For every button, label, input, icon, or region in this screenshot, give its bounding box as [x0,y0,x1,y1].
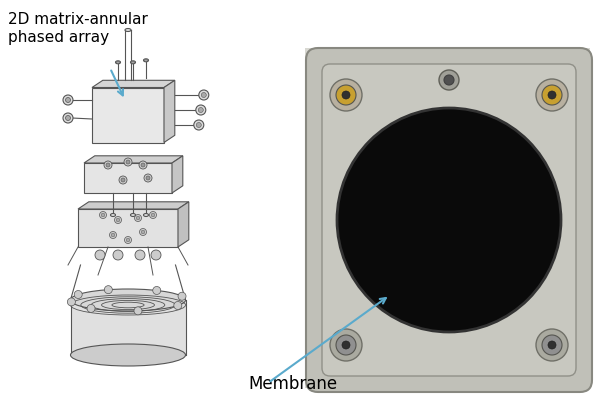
Polygon shape [84,163,172,193]
Text: phased array: phased array [8,30,109,45]
Polygon shape [78,202,189,209]
Circle shape [87,305,95,312]
Circle shape [95,250,105,260]
Circle shape [134,307,142,315]
Circle shape [153,286,161,294]
Circle shape [336,335,356,355]
Polygon shape [92,87,164,143]
Circle shape [146,176,150,180]
Circle shape [141,230,145,234]
Circle shape [536,79,568,111]
Circle shape [548,91,556,99]
Ellipse shape [143,59,149,62]
FancyBboxPatch shape [306,48,592,392]
Circle shape [196,105,206,115]
Circle shape [63,113,73,123]
Circle shape [536,329,568,361]
Circle shape [113,250,123,260]
Circle shape [151,213,155,217]
Circle shape [141,163,145,167]
Circle shape [178,292,186,300]
Circle shape [111,233,115,237]
Text: 2D matrix-annular: 2D matrix-annular [8,12,148,27]
Ellipse shape [131,61,134,63]
Polygon shape [178,202,189,247]
Polygon shape [92,80,175,87]
Circle shape [126,160,130,164]
Circle shape [330,79,362,111]
Circle shape [139,228,146,235]
Bar [305,48,590,388]
Ellipse shape [131,61,136,64]
Circle shape [330,329,362,361]
Circle shape [202,92,206,98]
Circle shape [126,238,130,242]
Circle shape [134,215,142,222]
Circle shape [110,232,116,239]
Circle shape [119,176,127,184]
Circle shape [149,211,157,219]
Circle shape [63,95,73,105]
Circle shape [116,218,120,222]
Circle shape [542,85,562,105]
Circle shape [444,75,454,85]
Circle shape [74,290,82,298]
Circle shape [342,91,350,99]
Ellipse shape [71,344,185,366]
Ellipse shape [131,213,136,217]
Circle shape [139,161,147,169]
Circle shape [104,161,112,169]
Circle shape [439,70,459,90]
Circle shape [542,335,562,355]
Circle shape [548,341,556,349]
Circle shape [136,216,140,220]
FancyBboxPatch shape [322,64,576,376]
Bar [71,300,185,355]
Ellipse shape [110,213,115,217]
Circle shape [135,250,145,260]
Circle shape [144,174,152,182]
Circle shape [174,301,182,309]
Circle shape [336,85,356,105]
Circle shape [125,237,131,243]
Circle shape [65,98,71,102]
Circle shape [337,108,561,332]
Polygon shape [164,80,175,143]
Circle shape [194,120,204,130]
Circle shape [100,211,107,219]
Polygon shape [172,156,183,193]
Circle shape [115,217,121,224]
Polygon shape [78,209,178,247]
Ellipse shape [116,61,119,63]
Ellipse shape [115,61,121,64]
Ellipse shape [145,59,148,61]
Circle shape [65,115,71,121]
Ellipse shape [143,213,149,217]
Circle shape [101,213,105,217]
Circle shape [196,122,202,128]
Circle shape [198,107,203,113]
Circle shape [151,250,161,260]
Ellipse shape [125,28,131,32]
Circle shape [124,158,132,166]
Polygon shape [84,156,183,163]
Circle shape [106,163,110,167]
Circle shape [342,341,350,349]
Circle shape [121,178,125,182]
Text: Membrane: Membrane [248,375,337,393]
Circle shape [104,286,112,294]
Circle shape [199,90,209,100]
Ellipse shape [71,289,185,311]
Circle shape [67,298,76,306]
